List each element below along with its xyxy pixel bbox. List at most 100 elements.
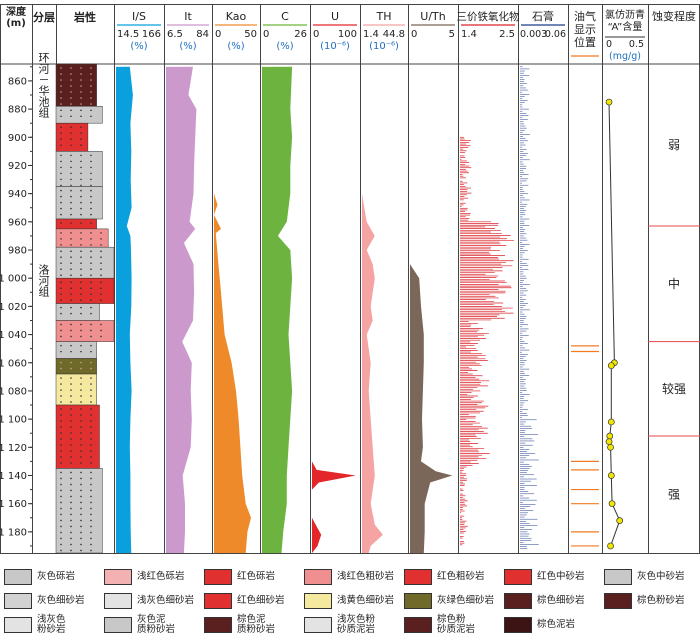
legend-label: 浅灰色粉 砂质泥岩 <box>337 614 376 635</box>
legend-swatch <box>304 569 332 585</box>
lithology-grain <box>70 306 72 309</box>
lithology-grain <box>80 519 82 522</box>
legend-item: 浅黄色细砂岩 <box>304 586 394 616</box>
lithology-grain <box>90 268 92 270</box>
lithology-grain <box>60 489 62 492</box>
lithology-grain <box>90 450 92 452</box>
lithology-grain <box>80 525 82 528</box>
lithology-grain <box>60 444 62 446</box>
legend-label: 棕色粉砂岩 <box>637 595 685 607</box>
lithology-grain <box>90 401 92 403</box>
track-max-asph: 0.5 <box>629 39 644 50</box>
lithology-grain <box>70 329 72 332</box>
alteration-label: 强 <box>668 488 680 502</box>
legend-item: 浅灰色 粉砂岩 <box>4 610 66 640</box>
lithology-grain <box>90 172 92 175</box>
depth-tick-label: 1 040 <box>0 330 27 341</box>
lithology-grain <box>60 537 62 540</box>
legend-swatch <box>504 617 532 633</box>
lithology-grain <box>60 501 62 504</box>
lithology-grain <box>90 262 92 264</box>
area-series-kao <box>214 66 251 554</box>
lithology-grain <box>60 126 62 128</box>
lithology-grain <box>60 132 62 134</box>
legend-item: 灰色泥 质粉砂岩 <box>104 610 175 640</box>
legend-item: 棕色泥 质粉砂岩 <box>204 610 275 640</box>
lithology-grain <box>70 274 72 276</box>
lithology-grain <box>80 414 82 416</box>
legend-swatch <box>204 593 232 609</box>
legend-item: 红色中砂岩 <box>504 562 585 592</box>
legend-label: 灰色泥 质粉砂岩 <box>137 614 176 635</box>
asphalt-line <box>608 101 621 547</box>
track-unit-u: (10⁻⁶) <box>320 41 350 52</box>
lithology-grain <box>90 299 92 302</box>
track-unit-is: (%) <box>130 41 147 52</box>
depth-tick-label: 960 <box>8 217 27 228</box>
legend-swatch <box>604 569 632 585</box>
lithology-grain <box>70 109 72 112</box>
lithology-grain <box>90 154 92 157</box>
lithology-grain <box>70 299 72 302</box>
lithology-grain <box>90 238 92 240</box>
lithology-grain <box>80 213 82 216</box>
lithology-grain <box>60 195 62 198</box>
lithology-grain <box>80 250 82 252</box>
lithology-grain <box>80 67 82 69</box>
legend-swatch <box>104 593 132 609</box>
lithology-grain <box>80 91 82 93</box>
lithology-grain <box>70 361 72 364</box>
lithology-grain <box>80 483 82 486</box>
track-min-gypsum: 0.003 <box>520 29 547 40</box>
lithology-grain <box>90 543 92 546</box>
lithology-bed <box>55 341 97 359</box>
lithology-bed <box>55 218 97 230</box>
lithology-grain <box>80 144 82 146</box>
lithology-grain <box>70 438 72 440</box>
formation-label: 洛 <box>39 262 50 276</box>
lithology-grain <box>80 531 82 534</box>
asphalt-point <box>606 432 614 440</box>
track-title-oil: 显示 <box>574 23 596 36</box>
lithology-grain <box>80 274 82 276</box>
lithology-grain <box>100 335 102 338</box>
lithology-grain <box>60 350 62 353</box>
lithology-grain <box>90 495 92 498</box>
lithology-grain <box>70 85 72 87</box>
lithology-grain <box>60 389 62 391</box>
track-max-kao: 50 <box>244 29 257 40</box>
lithology-grain <box>80 256 82 258</box>
lithology-grain <box>80 138 82 140</box>
lithology-grain <box>80 395 82 397</box>
lithology-grain <box>90 67 92 69</box>
lithology-grain <box>90 456 92 458</box>
log-chart-svg: 860 880 900 920 940 960 980 1 000 1 020 1 040 1 06… <box>0 4 700 554</box>
track-title-it: It <box>184 10 192 23</box>
lithology-grain <box>90 256 92 258</box>
track-min-uth: 0 <box>411 29 417 40</box>
legend-label: 红色粗砂岩 <box>437 571 485 583</box>
lithology-grain <box>60 549 62 552</box>
legend-label: 浅红色砾岩 <box>137 571 185 583</box>
lithology-grain <box>70 519 72 522</box>
formation-label: － <box>39 74 50 87</box>
lithology-grain <box>90 189 92 192</box>
lithology-grain <box>100 262 102 264</box>
lithology-grain <box>100 299 102 302</box>
lithology-grain <box>90 312 92 315</box>
lithology-grain <box>80 166 82 169</box>
lithology-grain <box>100 250 102 252</box>
legend-item: 浅红色粗砂岩 <box>304 562 394 592</box>
track-min-asph: 0 <box>606 39 612 50</box>
lithology-grain <box>80 201 82 204</box>
lithology-grain <box>80 184 82 187</box>
lithology-grain <box>70 244 72 246</box>
lithology-grain <box>60 507 62 510</box>
lithology-grain <box>70 537 72 540</box>
lithology-grain <box>60 519 62 522</box>
lithology-grain <box>70 250 72 252</box>
track-title-gypsum: 石膏 <box>532 9 554 23</box>
track-unit-c: (%) <box>276 41 293 52</box>
lithology-grain <box>70 238 72 240</box>
lithology-grain <box>100 287 102 290</box>
